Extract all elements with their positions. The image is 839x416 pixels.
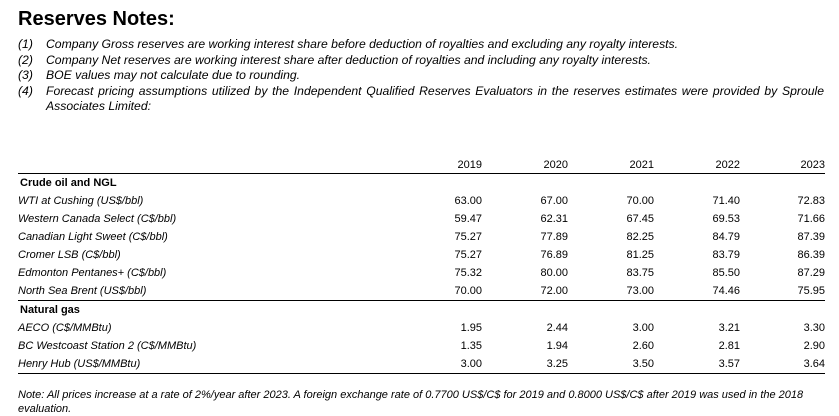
- table-row: AECO (C$/MMBtu) 1.95 2.44 3.00 3.21 3.30: [18, 319, 825, 337]
- price-cell: 86.39: [797, 249, 825, 261]
- price-cell: 77.89: [540, 231, 568, 243]
- row-label: Western Canada Select (C$/bbl): [18, 213, 177, 225]
- price-cell: 3.00: [358, 355, 482, 374]
- price-cell: 76.89: [540, 249, 568, 261]
- price-cell: 3.50: [568, 355, 654, 374]
- note-text: Company Gross reserves are working inter…: [46, 37, 679, 51]
- price-cell: 3.64: [740, 355, 825, 374]
- header-label-cell: [18, 154, 358, 174]
- year-header: 2023: [740, 154, 825, 174]
- note-item: (1) Company Gross reserves are working i…: [18, 37, 824, 53]
- price-cell: 1.35: [460, 340, 482, 352]
- note-number: (4): [18, 83, 33, 98]
- row-label: North Sea Brent (US$/bbl): [18, 282, 358, 301]
- price-cell: 70.00: [358, 282, 482, 301]
- year-header: 2021: [568, 154, 654, 174]
- note-item: (4) Forecast pricing assumptions utilize…: [18, 84, 824, 115]
- price-cell: 3.00: [632, 322, 654, 334]
- table-footnote: Note: All prices increase at a rate of 2…: [18, 389, 804, 415]
- price-cell: 75.95: [740, 282, 825, 301]
- note-item: (2) Company Net reserves are working int…: [18, 53, 824, 69]
- price-cell: 3.30: [803, 322, 825, 334]
- price-cell: 83.75: [626, 267, 654, 279]
- price-cell: 73.00: [568, 282, 654, 301]
- row-label: Edmonton Pentanes+ (C$/bbl): [18, 267, 167, 279]
- note-number: (3): [18, 68, 33, 82]
- price-cell: 1.94: [546, 340, 568, 352]
- price-cell: 71.40: [712, 195, 740, 207]
- price-cell: 85.50: [712, 267, 740, 279]
- table-row: Canadian Light Sweet (C$/bbl) 75.27 77.8…: [18, 228, 825, 246]
- page-title: Reserves Notes:: [18, 8, 175, 30]
- table-row: WTI at Cushing (US$/bbl) 63.00 67.00 70.…: [18, 192, 825, 210]
- price-cell: 2.44: [546, 322, 568, 334]
- price-cell: 75.27: [454, 231, 482, 243]
- note-number: (1): [18, 37, 33, 51]
- price-cell: 87.39: [797, 231, 825, 243]
- price-cell: 80.00: [540, 267, 568, 279]
- row-label: Henry Hub (US$/MMBtu): [18, 355, 358, 374]
- note-number: (2): [18, 52, 33, 67]
- table-row: Western Canada Select (C$/bbl) 59.47 62.…: [18, 210, 825, 228]
- table-row: North Sea Brent (US$/bbl) 70.00 72.00 73…: [18, 282, 825, 301]
- reserves-notes-list: (1) Company Gross reserves are working i…: [18, 37, 824, 115]
- price-cell: 82.25: [626, 231, 654, 243]
- table-row: Henry Hub (US$/MMBtu) 3.00 3.25 3.50 3.5…: [18, 355, 825, 374]
- price-cell: 2.90: [803, 340, 825, 352]
- note-text: BOE values may not calculate due to roun…: [46, 68, 301, 82]
- price-cell: 69.53: [712, 213, 740, 225]
- note-text: Forecast pricing assumptions utilized by…: [46, 83, 824, 114]
- section-title: Crude oil and NGL: [20, 177, 117, 189]
- price-cell: 81.25: [626, 249, 654, 261]
- year-header: 2019: [358, 154, 482, 174]
- price-cell: 2.81: [718, 340, 740, 352]
- note-text: Company Net reserves are working interes…: [46, 52, 651, 67]
- year-header: 2020: [482, 154, 568, 174]
- price-cell: 67.45: [626, 213, 654, 225]
- price-cell: 1.95: [460, 322, 482, 334]
- table-row: BC Westcoast Station 2 (C$/MMBtu) 1.35 1…: [18, 337, 825, 355]
- row-label: Canadian Light Sweet (C$/bbl): [18, 231, 168, 243]
- price-cell: 74.46: [654, 282, 740, 301]
- price-cell: 75.32: [454, 267, 482, 279]
- price-cell: 2.60: [632, 340, 654, 352]
- price-cell: 83.79: [712, 249, 740, 261]
- price-cell: 3.21: [718, 322, 740, 334]
- price-cell: 63.00: [454, 195, 482, 207]
- table-row: Edmonton Pentanes+ (C$/bbl) 75.32 80.00 …: [18, 264, 825, 282]
- price-cell: 71.66: [797, 213, 825, 225]
- section-header-crude-oil: Crude oil and NGL: [18, 174, 825, 193]
- section-header-natural-gas: Natural gas: [18, 301, 825, 320]
- price-cell: 3.25: [482, 355, 568, 374]
- row-label: WTI at Cushing (US$/bbl): [18, 195, 144, 207]
- price-cell: 67.00: [540, 195, 568, 207]
- price-cell: 59.47: [454, 213, 482, 225]
- row-label: AECO (C$/MMBtu): [18, 322, 112, 334]
- price-cell: 62.31: [540, 213, 568, 225]
- year-header: 2022: [654, 154, 740, 174]
- price-cell: 3.57: [654, 355, 740, 374]
- table-row: Cromer LSB (C$/bbl) 75.27 76.89 81.25 83…: [18, 246, 825, 264]
- note-item: (3) BOE values may not calculate due to …: [18, 68, 824, 84]
- section-title: Natural gas: [20, 304, 80, 316]
- price-cell: 84.79: [712, 231, 740, 243]
- price-cell: 72.00: [482, 282, 568, 301]
- row-label: BC Westcoast Station 2 (C$/MMBtu): [18, 340, 197, 352]
- row-label: Cromer LSB (C$/bbl): [18, 249, 121, 261]
- price-cell: 87.29: [797, 267, 825, 279]
- price-cell: 75.27: [454, 249, 482, 261]
- price-cell: 70.00: [626, 195, 654, 207]
- forecast-pricing-table: 2019 2020 2021 2022 2023 Crude oil and N…: [18, 154, 825, 374]
- table-header-row: 2019 2020 2021 2022 2023: [18, 154, 825, 174]
- price-cell: 72.83: [797, 195, 825, 207]
